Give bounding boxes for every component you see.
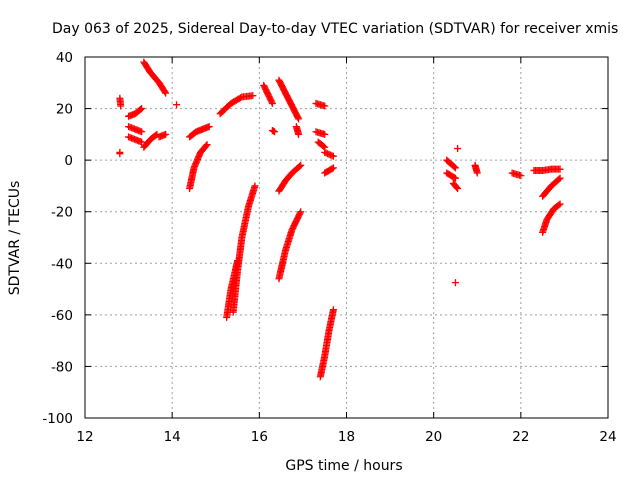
data-point [451,164,459,172]
data-point [297,161,305,169]
data-point [161,88,169,96]
data-point [329,164,337,172]
data-point [116,150,124,158]
data-point [117,102,125,110]
data-point [296,162,304,170]
data-point [297,208,305,216]
x-tick-label: 12 [76,429,93,445]
data-point [454,185,462,193]
y-tick-label: 0 [64,153,73,169]
axis-ticks: 12 14 16 18 20 22 24 -100 -80 -60 -40 -20 0 20 40 [42,50,616,445]
data-point [294,114,302,122]
y-tick-label: -100 [42,411,73,427]
data-point [329,306,337,314]
data-point [137,105,145,113]
data-point [202,142,210,150]
data-point [295,115,303,123]
data-point [295,130,303,138]
data-point [328,165,336,173]
y-axis-label: SDTVAR / TECUs [7,181,23,296]
data-point [453,183,461,191]
grid [85,57,608,418]
data-point [251,182,259,190]
data-point [556,165,564,173]
plot-frame [84,56,609,419]
data-point [556,174,564,182]
y-tick-label: -40 [51,256,73,272]
data-point [162,89,170,97]
x-tick-label: 20 [425,429,442,445]
data-point [173,101,181,109]
data-point [555,201,563,209]
data-point [296,209,304,217]
chart-title: Day 063 of 2025, Sidereal Day-to-day VTE… [52,21,618,37]
data-point [517,172,525,180]
data-point [138,105,146,113]
y-tick-label: 20 [56,102,73,118]
x-tick-label: 22 [512,429,529,445]
data-point [138,128,146,136]
data-point [249,92,257,100]
data-point [162,130,170,138]
data-point [203,141,211,149]
y-tick-label: -20 [51,205,73,221]
data-point [556,200,564,208]
data-point [268,99,276,107]
data-point [329,152,337,160]
x-tick-label: 24 [599,429,616,445]
data-point [321,102,329,110]
x-tick-label: 16 [251,429,268,445]
y-tick-label: -60 [51,308,73,324]
data-point [271,128,279,136]
x-tick-label: 14 [164,429,181,445]
data-point [321,130,329,138]
y-tick-label: -80 [51,359,73,375]
data-point [268,98,276,106]
data-point [320,142,328,150]
data-point [451,279,459,287]
data-point [454,145,462,153]
data-point [451,174,459,182]
data-points [116,58,564,381]
data-point [205,123,213,131]
x-axis-label: GPS time / hours [285,458,402,474]
data-point [450,173,458,181]
data-point [473,169,481,177]
data-point [450,163,458,171]
y-tick-label: 40 [56,50,73,66]
data-point [138,138,146,146]
data-point [555,175,563,183]
x-tick-label: 18 [338,429,355,445]
